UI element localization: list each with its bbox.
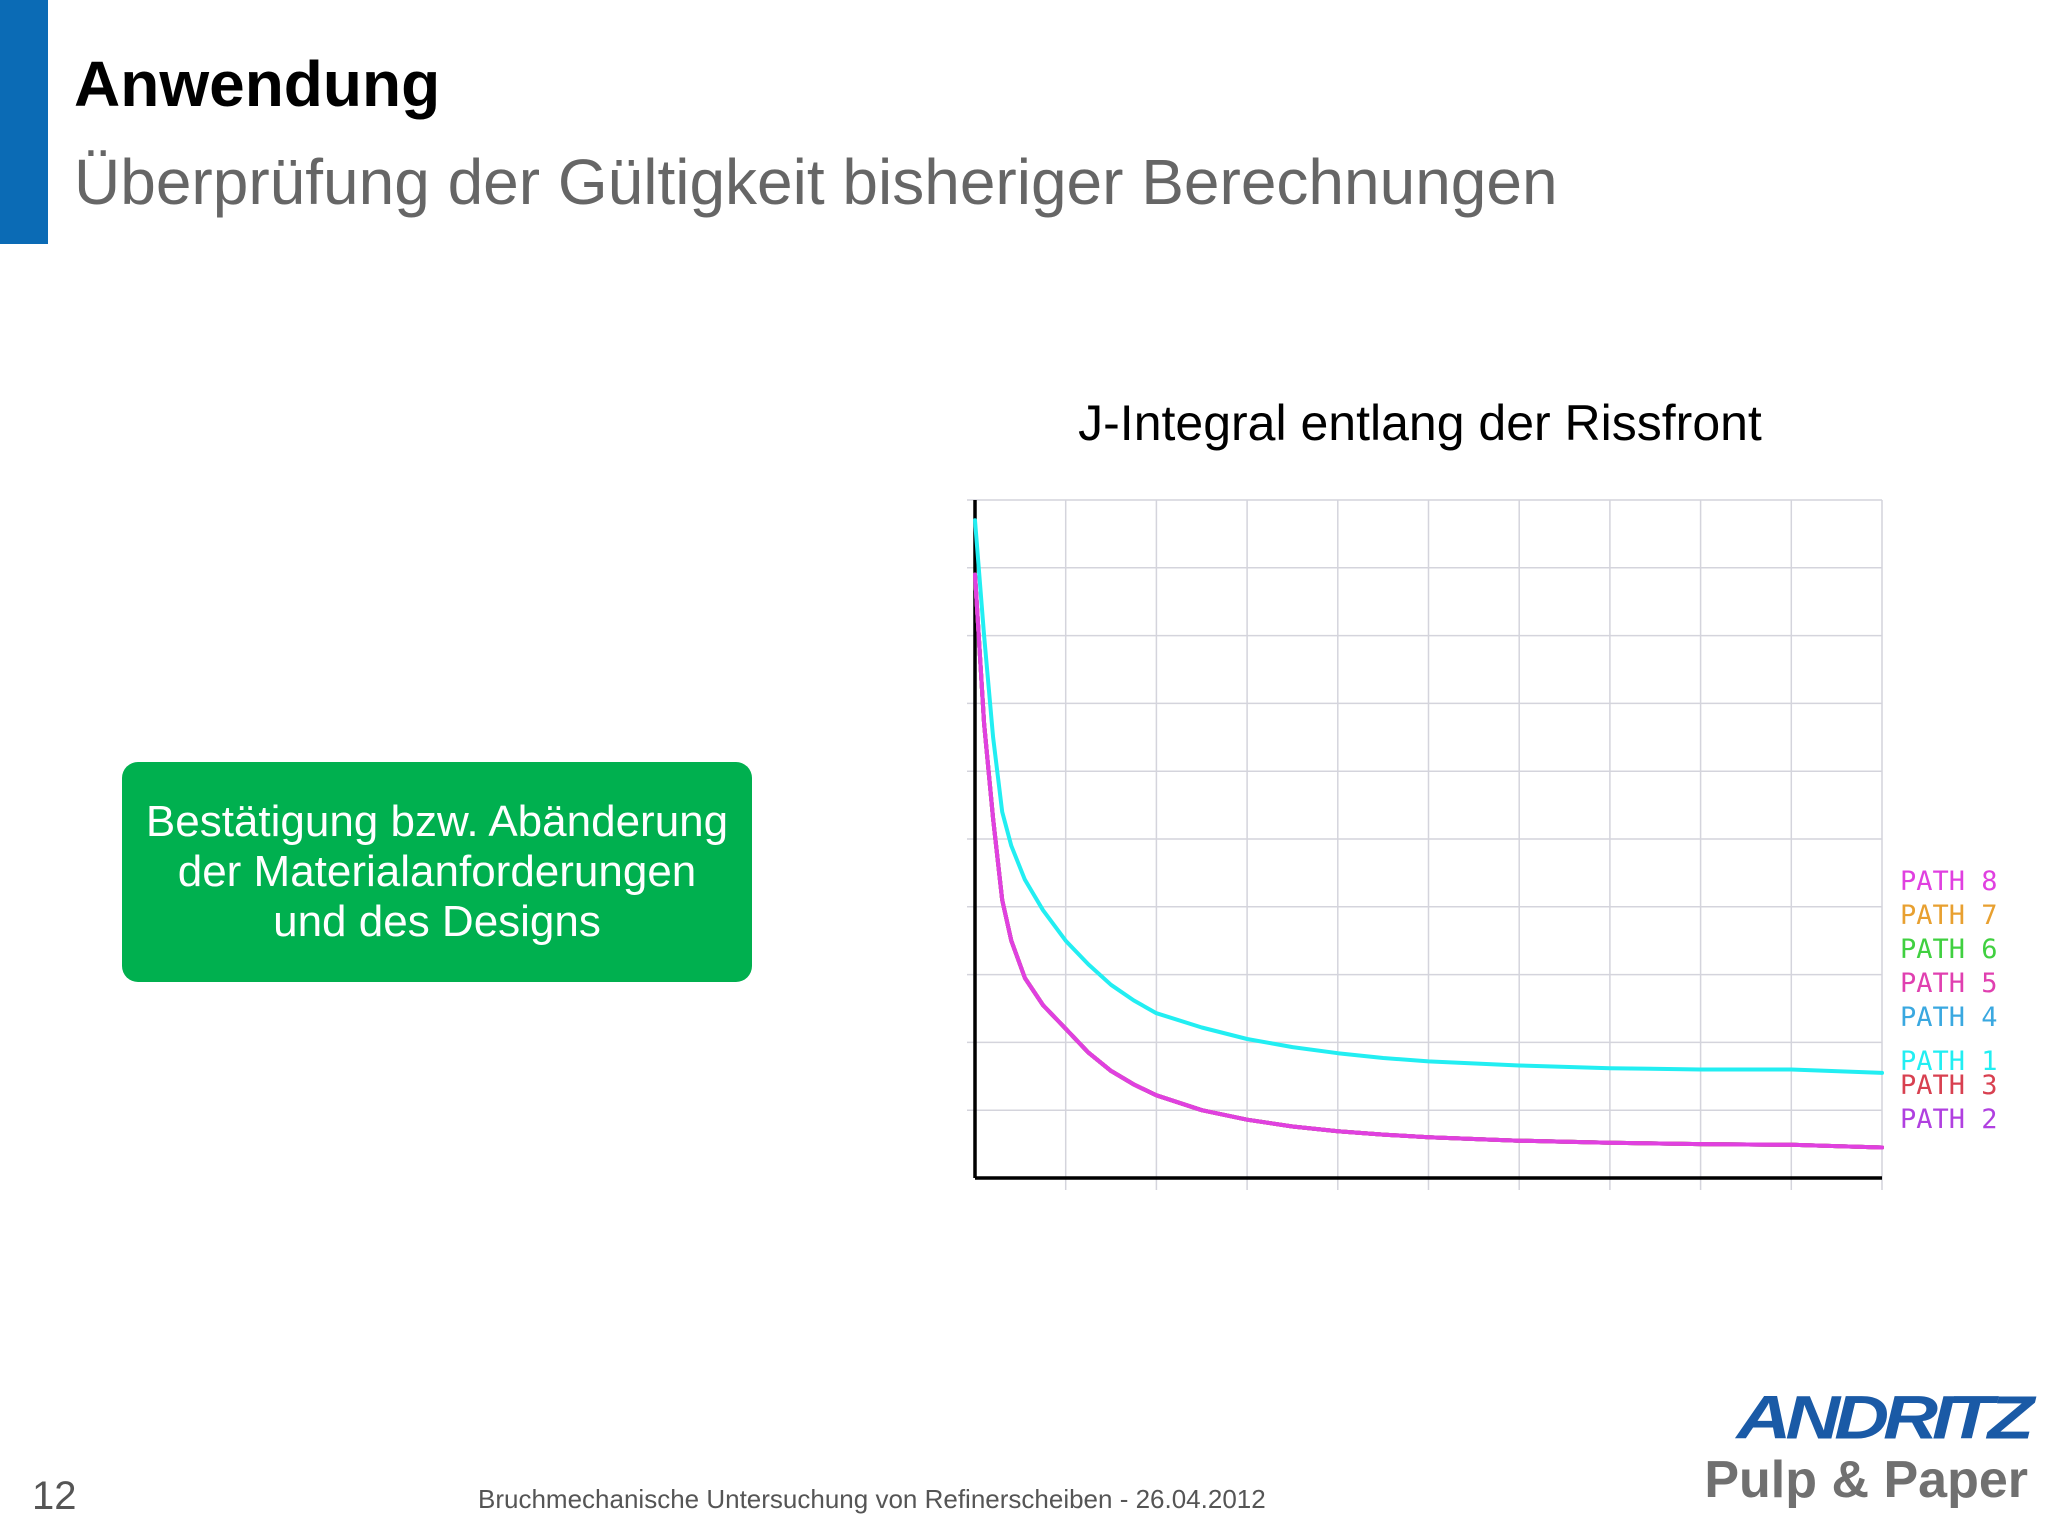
- logo-division: Pulp & Paper: [1704, 1451, 2028, 1509]
- andritz-logo: ANDRITZ Pulp & Paper: [1688, 1384, 2034, 1518]
- legend-entry: PATH 7: [1900, 900, 1998, 931]
- legend-entry: PATH 3: [1900, 1070, 1998, 1101]
- slide-subtitle: Überprüfung der Gültigkeit bisheriger Be…: [74, 146, 1558, 218]
- header-accent-bar: [0, 0, 48, 244]
- page-number: 12: [32, 1474, 77, 1518]
- legend-entry: PATH 8: [1900, 866, 1998, 897]
- legend-entry: PATH 4: [1900, 1002, 1998, 1033]
- legend-entry: PATH 5: [1900, 968, 1998, 999]
- legend-entry: PATH 1: [1900, 1046, 1998, 1077]
- chart-title: J-Integral entlang der Rissfront: [1078, 395, 1762, 451]
- slide-title: Anwendung: [74, 48, 441, 120]
- legend-entry: PATH 2: [1900, 1104, 1998, 1135]
- callout-box: Bestätigung bzw. Abänderung der Material…: [122, 762, 752, 982]
- logo-brand: ANDRITZ: [1736, 1384, 2034, 1452]
- series-line-path-1: [973, 518, 1884, 1075]
- callout-text: Bestätigung bzw. Abänderung der Material…: [145, 797, 729, 946]
- legend-entry: PATH 6: [1900, 934, 1998, 965]
- series-line-path-8: [973, 572, 1884, 1150]
- footer-text: Bruchmechanische Untersuchung von Refine…: [478, 1484, 1266, 1514]
